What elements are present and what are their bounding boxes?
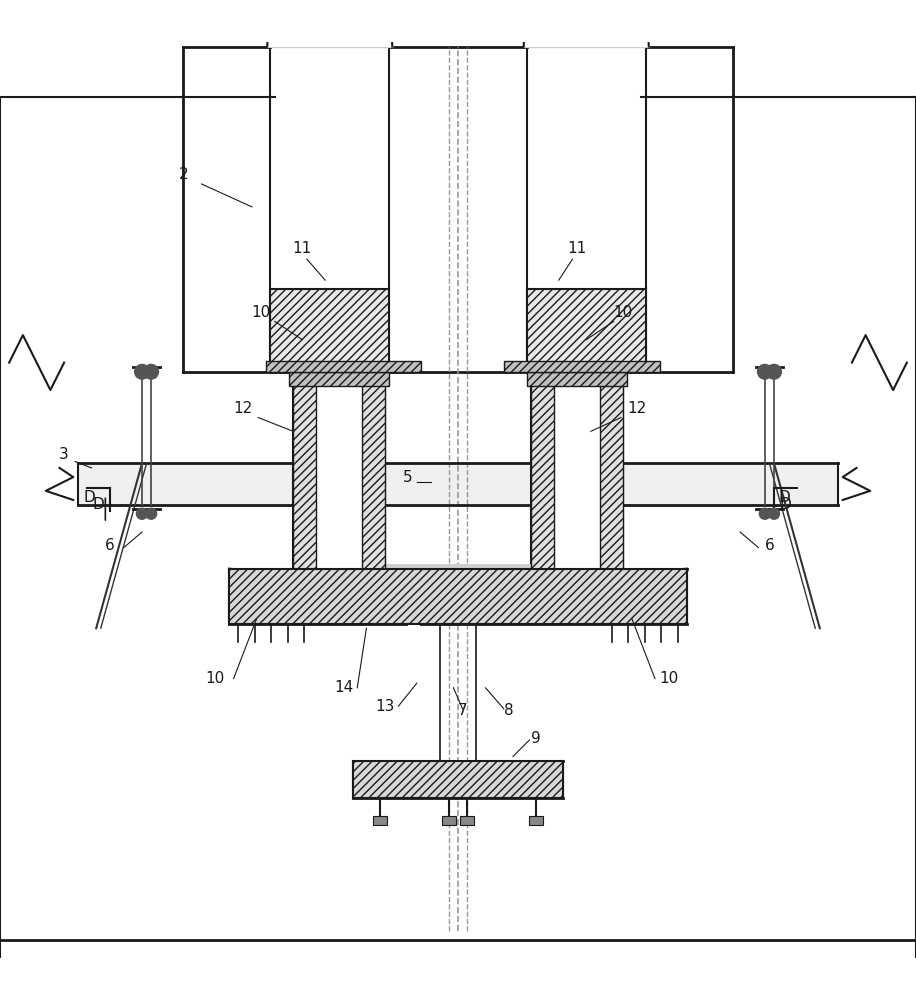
Bar: [529, 816, 543, 825]
Bar: [373, 816, 387, 825]
Circle shape: [146, 508, 157, 519]
Circle shape: [759, 508, 770, 519]
Circle shape: [758, 364, 772, 379]
Bar: [504, 361, 660, 372]
Text: 2: 2: [179, 167, 188, 182]
Text: 12: 12: [627, 401, 647, 416]
Text: 10: 10: [613, 305, 633, 320]
Bar: [353, 761, 563, 798]
Bar: [316, 372, 362, 573]
Text: 10: 10: [659, 671, 679, 686]
Text: 11: 11: [292, 241, 312, 256]
Text: 12: 12: [233, 401, 253, 416]
Text: 14: 14: [333, 680, 354, 695]
Bar: [442, 816, 456, 825]
Bar: [408, 605, 420, 642]
Bar: [293, 372, 316, 573]
Bar: [385, 564, 531, 569]
Text: D: D: [93, 497, 104, 512]
Circle shape: [144, 364, 158, 379]
Bar: [362, 372, 385, 573]
Bar: [554, 372, 600, 573]
Bar: [229, 569, 687, 624]
Circle shape: [136, 508, 147, 519]
Bar: [527, 47, 646, 372]
Bar: [531, 372, 554, 573]
Text: 11: 11: [567, 241, 587, 256]
Text: 10: 10: [205, 671, 225, 686]
Bar: [460, 816, 474, 825]
Text: 7: 7: [458, 703, 467, 718]
Text: D: D: [83, 490, 95, 505]
Circle shape: [135, 364, 149, 379]
Text: 6: 6: [105, 538, 114, 553]
Text: 10: 10: [251, 305, 271, 320]
Bar: [78, 463, 838, 505]
Bar: [600, 372, 623, 573]
Text: 8: 8: [504, 703, 513, 718]
Text: 9: 9: [531, 731, 540, 746]
Text: D: D: [780, 497, 791, 512]
Bar: [270, 289, 389, 372]
Polygon shape: [229, 569, 316, 573]
Bar: [266, 361, 421, 372]
Bar: [527, 372, 627, 385]
Bar: [289, 372, 389, 385]
Text: 3: 3: [60, 447, 69, 462]
Text: 13: 13: [375, 699, 395, 714]
Circle shape: [769, 508, 780, 519]
Bar: [270, 47, 389, 372]
Circle shape: [767, 364, 781, 379]
Polygon shape: [600, 569, 687, 573]
Text: 5: 5: [403, 470, 412, 485]
Text: 6: 6: [765, 538, 774, 553]
Text: D: D: [779, 490, 791, 505]
Bar: [527, 289, 646, 372]
